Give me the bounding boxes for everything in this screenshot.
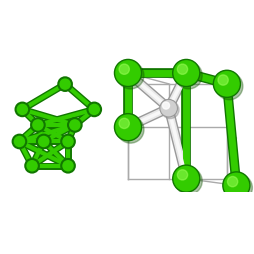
- Circle shape: [225, 174, 252, 201]
- Circle shape: [163, 102, 169, 109]
- Circle shape: [25, 159, 39, 172]
- Circle shape: [58, 77, 72, 91]
- Circle shape: [115, 59, 141, 87]
- Circle shape: [119, 118, 129, 129]
- Circle shape: [115, 114, 141, 141]
- Circle shape: [177, 170, 188, 180]
- Circle shape: [117, 116, 144, 143]
- Circle shape: [175, 62, 202, 89]
- Circle shape: [177, 64, 188, 74]
- Circle shape: [87, 103, 101, 116]
- Circle shape: [213, 70, 241, 97]
- Circle shape: [227, 177, 238, 187]
- Circle shape: [13, 135, 26, 148]
- Circle shape: [61, 159, 75, 172]
- Circle shape: [173, 59, 200, 87]
- Circle shape: [117, 62, 144, 89]
- Circle shape: [162, 101, 179, 119]
- Circle shape: [216, 73, 243, 100]
- Circle shape: [31, 118, 45, 132]
- Circle shape: [68, 118, 82, 132]
- Circle shape: [15, 103, 29, 116]
- Circle shape: [223, 172, 250, 199]
- Circle shape: [61, 135, 75, 148]
- Circle shape: [119, 64, 129, 74]
- Circle shape: [173, 165, 200, 192]
- Circle shape: [160, 99, 178, 117]
- Circle shape: [37, 135, 51, 148]
- Circle shape: [175, 168, 202, 195]
- Circle shape: [218, 75, 228, 85]
